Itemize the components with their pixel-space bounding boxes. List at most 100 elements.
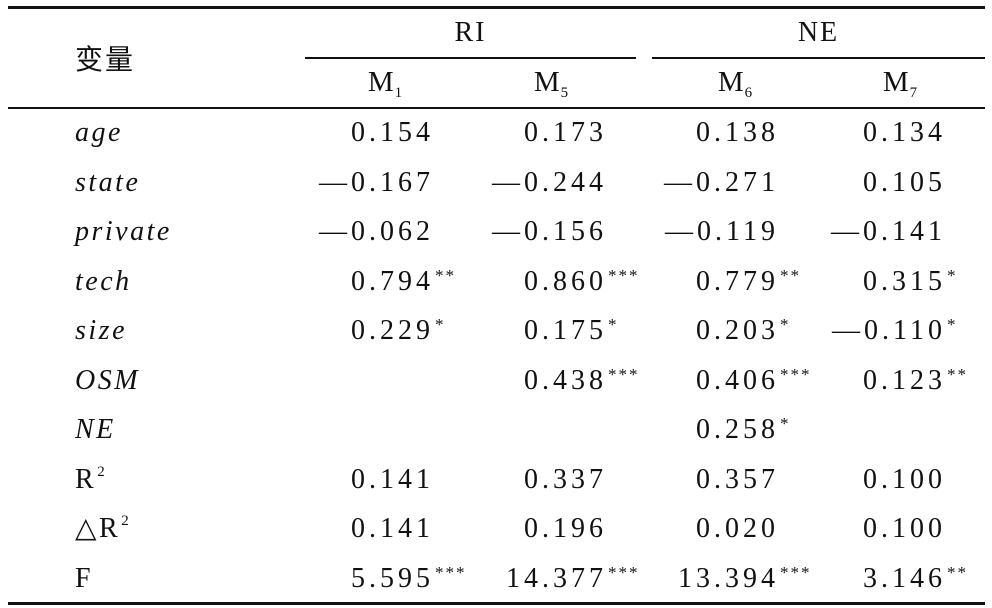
cell-value: 0.141	[351, 463, 434, 495]
significance-stars: ***	[608, 265, 640, 285]
significance-stars: **	[435, 265, 456, 285]
row-label: NE	[75, 405, 116, 455]
cell-value: 0.141	[351, 513, 434, 544]
model-header-base: M	[717, 66, 744, 98]
cell-value: 0.258	[696, 414, 779, 445]
row-label-text: state	[75, 166, 141, 198]
group-underline-ne	[652, 57, 985, 59]
cell-value: —0.271	[664, 166, 779, 198]
model-header-subscript: 5	[560, 85, 569, 101]
cell-value: 0.794	[351, 265, 434, 297]
cell-value: 14.377	[506, 562, 607, 594]
group-header-ri: RI	[454, 17, 487, 48]
table-row: age 0.154 0.173 0.138 0.134	[0, 108, 992, 158]
significance-stars: *	[947, 315, 958, 334]
model-header-m6: M6	[675, 62, 795, 102]
cell-value: 0.229	[351, 315, 434, 346]
cell-value: 5.595	[351, 562, 434, 594]
row-label-text: private	[75, 216, 172, 247]
row-label: tech	[75, 257, 132, 307]
significance-stars: *	[780, 414, 791, 433]
significance-stars: ***	[435, 562, 467, 582]
cell-value: 0.196	[524, 513, 607, 544]
row-label: OSM	[75, 356, 140, 406]
row-label: R2	[75, 455, 107, 505]
significance-stars: *	[435, 315, 446, 334]
model-header-subscript: 6	[744, 85, 753, 101]
cell-value: 3.146	[863, 562, 946, 594]
bottom-rule	[8, 602, 985, 605]
cell-value: 0.175	[524, 315, 607, 346]
model-header-m7: M7	[840, 62, 960, 102]
table-row: NE 0.258 *	[0, 405, 992, 455]
top-rule	[8, 6, 985, 9]
table-row: size 0.229 * 0.175 * 0.203 * —0.110 *	[0, 306, 992, 356]
table-row: private —0.062 —0.156 —0.119 —0.141	[0, 207, 992, 257]
row-label: F	[75, 554, 93, 604]
significance-stars: **	[780, 265, 801, 285]
significance-stars: ***	[608, 562, 640, 582]
cell-value: 13.394	[678, 562, 779, 594]
model-header-base: M	[533, 66, 560, 98]
model-header-base: M	[882, 66, 909, 98]
table-row: state —0.167 —0.244 —0.271 0.105	[0, 158, 992, 208]
cell-value: 0.138	[696, 117, 779, 148]
cell-value: —0.062	[319, 216, 434, 247]
header-rule	[8, 107, 985, 109]
variable-header: 变量	[75, 43, 136, 76]
row-label: △R2	[75, 504, 131, 554]
significance-stars: **	[947, 562, 968, 582]
cell-value: —0.110	[832, 315, 946, 346]
cell-value: 0.860	[524, 265, 607, 297]
cell-value: —0.244	[492, 166, 607, 198]
cell-value: 0.100	[863, 463, 946, 495]
row-label-text: size	[75, 315, 127, 346]
cell-value: 0.406	[696, 364, 779, 396]
cell-value: —0.156	[492, 216, 607, 247]
row-label-text: △R	[75, 513, 121, 544]
cell-value: —0.119	[665, 216, 779, 247]
row-label: state	[75, 158, 140, 208]
model-header-base: M	[367, 66, 394, 98]
model-header-subscript: 7	[909, 85, 918, 101]
model-header-subscript: 1	[394, 85, 403, 101]
row-label-text: age	[75, 117, 123, 148]
row-label-superscript: 2	[121, 513, 132, 529]
cell-value: 0.100	[863, 513, 946, 544]
model-header-m1: M1	[325, 62, 445, 102]
table-row: R2 0.141 0.337 0.357 0.100	[0, 455, 992, 505]
group-underline-ri	[305, 57, 636, 59]
row-label-text: R	[75, 463, 97, 495]
cell-value: 0.438	[524, 364, 607, 396]
cell-value: 0.357	[696, 463, 779, 495]
significance-stars: *	[947, 265, 958, 285]
table-row: OSM 0.438 *** 0.406 *** 0.123 **	[0, 356, 992, 406]
significance-stars: *	[780, 315, 791, 334]
cell-value: 0.105	[863, 166, 946, 198]
table-row: F 5.595 *** 14.377 *** 13.394 *** 3.146 **	[0, 554, 992, 604]
cell-value: 0.315	[863, 265, 946, 297]
group-header-ne: NE	[797, 17, 840, 48]
cell-value: 0.337	[524, 463, 607, 495]
significance-stars: ***	[608, 364, 640, 384]
significance-stars: *	[608, 315, 619, 334]
cell-value: 0.203	[696, 315, 779, 346]
cell-value: 0.779	[696, 265, 779, 297]
cell-value: —0.141	[831, 216, 946, 247]
row-label: age	[75, 108, 123, 158]
cell-value: 0.134	[863, 117, 946, 148]
row-label-text: tech	[75, 265, 132, 297]
significance-stars: **	[947, 364, 968, 384]
row-label-text: OSM	[75, 364, 141, 396]
cell-value: 0.154	[351, 117, 434, 148]
cell-value: 0.123	[863, 364, 946, 396]
row-label: private	[75, 207, 172, 257]
significance-stars: ***	[780, 562, 812, 582]
cell-value: 0.173	[524, 117, 607, 148]
table-row: △R2 0.141 0.196 0.020 0.100	[0, 504, 992, 554]
cell-value: —0.167	[319, 166, 434, 198]
row-label-text: NE	[75, 414, 116, 445]
cell-value: 0.020	[696, 513, 779, 544]
